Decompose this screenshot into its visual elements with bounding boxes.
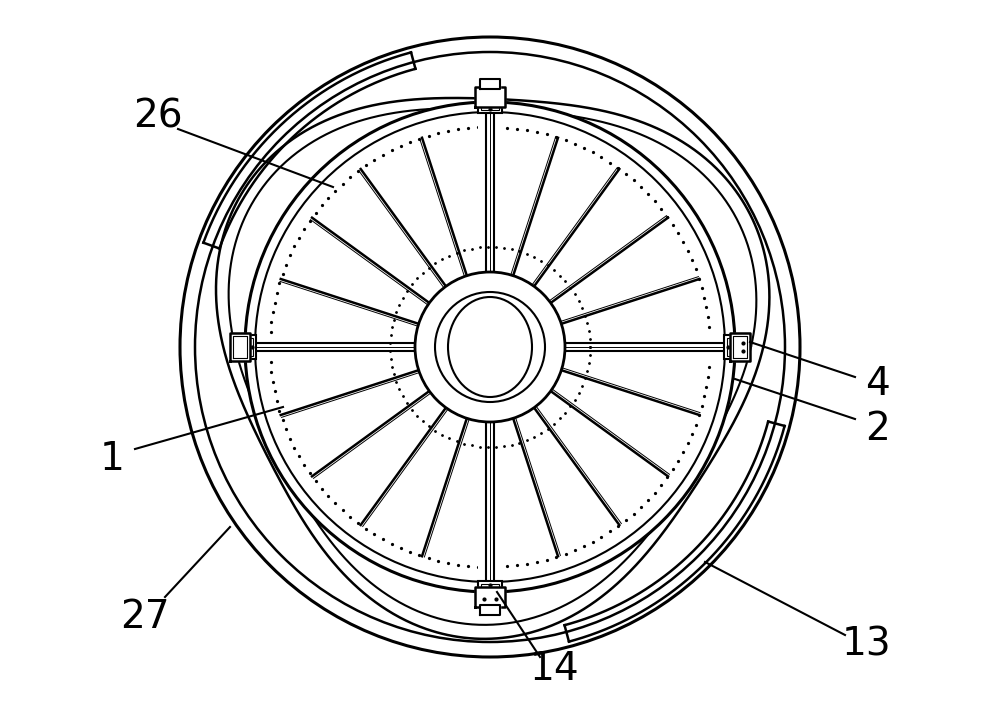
Polygon shape (480, 605, 500, 615)
Ellipse shape (245, 102, 735, 592)
Polygon shape (730, 333, 750, 361)
Polygon shape (478, 97, 502, 113)
Polygon shape (480, 79, 500, 89)
Text: 14: 14 (530, 650, 580, 688)
Text: 13: 13 (842, 626, 892, 664)
Ellipse shape (435, 292, 545, 402)
Polygon shape (478, 581, 502, 597)
Ellipse shape (180, 37, 800, 657)
Polygon shape (724, 335, 740, 359)
Ellipse shape (448, 297, 532, 397)
Text: 4: 4 (865, 365, 889, 403)
Text: 2: 2 (865, 410, 889, 448)
Text: 26: 26 (133, 98, 183, 136)
Ellipse shape (415, 272, 565, 422)
Text: 27: 27 (120, 598, 170, 636)
Polygon shape (230, 333, 250, 361)
Text: 1: 1 (100, 440, 124, 478)
Polygon shape (475, 87, 505, 107)
Polygon shape (475, 587, 505, 607)
Polygon shape (240, 335, 256, 359)
